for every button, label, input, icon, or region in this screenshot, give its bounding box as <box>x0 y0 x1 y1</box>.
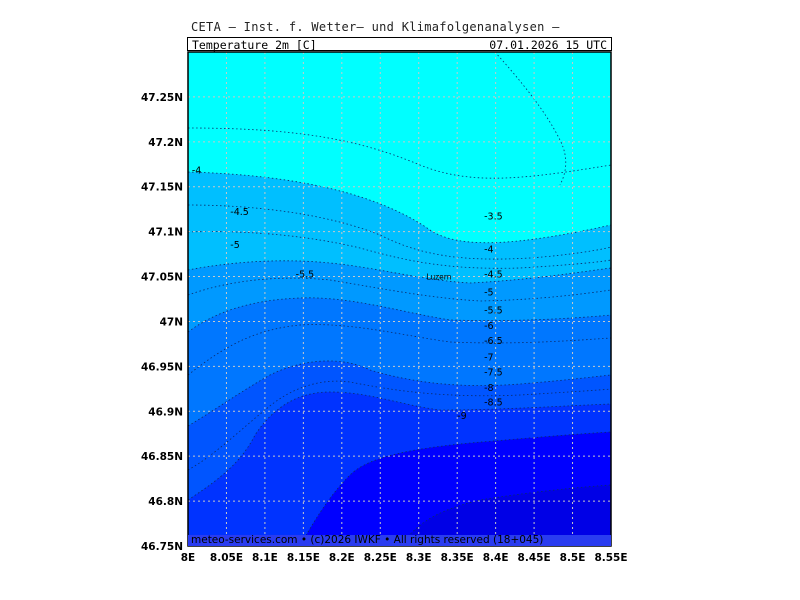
x-tick-label: 8.15E <box>287 552 320 564</box>
map-header-bar: Temperature_2m_[C] 07.01.2026 15 UTC <box>187 37 612 52</box>
x-tick-label: 8E <box>181 552 195 564</box>
x-tick-label: 8.55E <box>594 552 627 564</box>
x-axis: 8E 8.05E 8.1E 8.15E 8.2E 8.25E 8.3E 8.35E 8.4E 8.… <box>181 552 628 564</box>
contour-label: -8.5 <box>484 397 503 408</box>
contour-label: -7 <box>484 352 493 363</box>
x-tick-label: 8.25E <box>364 552 397 564</box>
x-tick-label: 8.45E <box>518 552 551 564</box>
contour-label: -9 <box>457 411 466 422</box>
contour-label: -7.5 <box>484 368 503 379</box>
map-title: CETA — Inst. f. Wetter— und Klimafolgena… <box>191 20 560 34</box>
plot-frame <box>187 51 612 547</box>
y-tick-label: 47.1N <box>148 227 183 239</box>
contour-label: -4.5 <box>230 207 249 218</box>
parameter-label: Temperature_2m_[C] <box>192 38 317 52</box>
x-tick-label: 8.35E <box>441 552 474 564</box>
filled-contours <box>188 52 611 546</box>
y-tick-label: 47.2N <box>148 137 183 149</box>
contour-label: -8 <box>484 383 493 394</box>
y-axis: 47.25N 47.2N 47.15N 47.1N 47.05N 47N 46.95N 46.… <box>141 92 183 553</box>
y-tick-label: 46.9N <box>148 406 183 418</box>
contour-label: -4.5 <box>484 270 503 281</box>
y-tick-label: 47.15N <box>141 182 183 194</box>
city-label-layer: Luzern <box>426 273 451 282</box>
y-tick-label: 47.25N <box>141 92 183 104</box>
contour-label: -3.5 <box>484 211 503 222</box>
contour-label: -5 <box>230 240 239 251</box>
copyright-text: meteo-services.com • (c)2026 IWKF • All … <box>191 534 544 546</box>
contour-lines <box>188 52 611 546</box>
x-tick-label: 8.05E <box>210 552 243 564</box>
contour-label: -5.5 <box>296 270 315 281</box>
contour-label: -4 <box>192 166 201 177</box>
y-tick-label: 47N <box>160 316 183 328</box>
valid-time-label: 07.01.2026 15 UTC <box>489 38 607 52</box>
contour-label: -5 <box>484 288 493 299</box>
x-tick-label: 8.5E <box>560 552 586 564</box>
y-tick-label: 46.75N <box>141 541 183 553</box>
grid-lines <box>188 52 611 546</box>
y-tick-label: 46.95N <box>141 361 183 373</box>
contour-label: -6.5 <box>484 336 503 347</box>
city-label: Luzern <box>426 273 451 282</box>
contour-label: -6 <box>484 321 493 332</box>
x-tick-label: 8.3E <box>406 552 432 564</box>
y-tick-label: 46.8N <box>148 496 183 508</box>
contour-label-layer: -4 -4.5 -5 -5.5 -3.5 -4 -4.5 -5 -5.5 -6 -6.5 -7 -7.5… <box>192 166 503 422</box>
contour-label: -4 <box>484 245 493 256</box>
x-tick-label: 8.1E <box>252 552 278 564</box>
y-tick-label: 46.85N <box>141 451 183 463</box>
x-tick-label: 8.2E <box>329 552 355 564</box>
contour-label: -5.5 <box>484 306 503 317</box>
band-deepest <box>400 485 611 546</box>
y-tick-label: 47.05N <box>141 272 183 284</box>
x-tick-label: 8.4E <box>483 552 509 564</box>
copyright-bar: meteo-services.com • (c)2026 IWKF • All … <box>188 534 611 546</box>
